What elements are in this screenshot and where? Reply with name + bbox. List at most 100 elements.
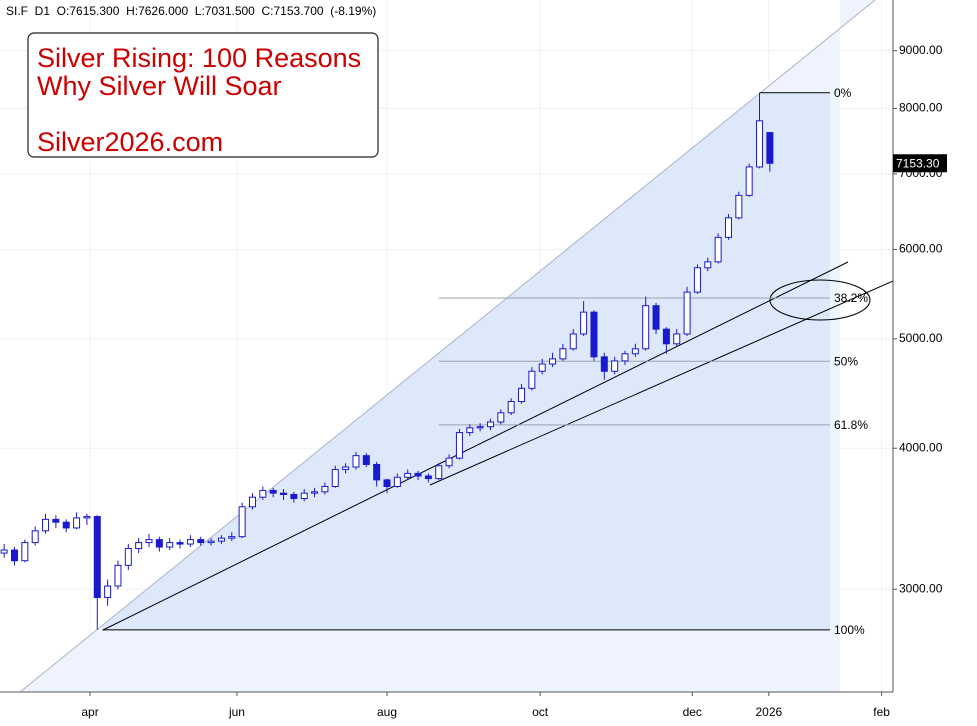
trend-line (102, 261, 849, 631)
candle-body (559, 348, 567, 360)
candle-body (155, 539, 163, 548)
candle-body (724, 217, 732, 238)
candle-body (414, 472, 422, 477)
candle-body (424, 475, 432, 480)
y-tick-label: 3000.00 (899, 581, 943, 595)
y-tick-label: 6000.00 (899, 242, 943, 256)
candle-body (631, 348, 639, 355)
annotation-text: Silver2026.com (37, 127, 223, 157)
candle-body (497, 412, 505, 423)
candle-body (580, 311, 588, 335)
x-tick-label: dec (683, 705, 702, 719)
candle-body (145, 539, 153, 544)
candle-body (0, 549, 8, 554)
candle-body (383, 479, 391, 487)
candle-body (704, 261, 712, 269)
candle-body (662, 328, 670, 345)
annotation-text: Silver Rising: 100 Reasons (37, 43, 361, 73)
fib-label: 50% (834, 354, 858, 368)
candle-body (269, 489, 277, 494)
x-tick-label: jun (228, 705, 245, 719)
x-tick-label: 2026 (755, 705, 782, 719)
candle-body (507, 401, 515, 414)
fib-levels: 0% 38.2% 50% 61.8% 100% (102, 86, 868, 637)
candle-body (166, 542, 174, 548)
candle-body (673, 333, 681, 345)
highlight-ellipse (769, 279, 871, 321)
candle-body (518, 387, 526, 403)
x-tick-label: aug (377, 705, 397, 719)
candle-body (476, 426, 484, 429)
candle-body (93, 516, 101, 599)
fib-label: 0% (834, 86, 852, 100)
candle-body (114, 564, 122, 587)
header: SI.F D1 O:7615.300 H:7626.000 L:7031.500… (6, 4, 376, 18)
candle-body (331, 469, 339, 487)
last-price-label: 7153.30 (896, 156, 940, 170)
candle-body (756, 120, 764, 168)
annotation-text: Why Silver Will Soar (37, 71, 282, 101)
axes: 3000.004000.005000.006000.007000.008000.… (81, 43, 947, 719)
y-tick-label: 9000.00 (899, 43, 943, 57)
candle-body (124, 548, 132, 566)
candle-body (186, 539, 194, 545)
candle-body (10, 549, 18, 562)
fib-label: 61.8% (834, 418, 868, 432)
candle-body (373, 463, 381, 481)
x-tick-label: oct (532, 705, 549, 719)
x-tick-label: apr (81, 705, 98, 719)
candle-body (300, 492, 308, 500)
candle-body (466, 427, 474, 434)
candle-body (404, 472, 412, 478)
fib-label: 100% (834, 623, 865, 637)
last-price-box (893, 154, 947, 173)
candle-body (176, 542, 184, 545)
candle-body (693, 267, 701, 293)
candle-body (621, 353, 629, 362)
trend-line (429, 280, 893, 486)
candle-body (104, 585, 112, 599)
candle-body (321, 485, 329, 493)
fib-label: 38.2% (834, 291, 868, 305)
candle-body (445, 457, 453, 467)
candle-body (683, 291, 691, 335)
candle-body (342, 466, 350, 471)
candle-body (31, 530, 39, 544)
candle-body (714, 236, 722, 263)
candle-body (435, 465, 443, 480)
candle-body (280, 492, 288, 495)
candle-body (538, 363, 546, 372)
annotation-box (27, 32, 379, 158)
candle-body (73, 517, 81, 529)
candle-body (290, 493, 298, 500)
candle-body (135, 542, 143, 550)
candle-body (611, 360, 619, 372)
candle-body (352, 455, 360, 468)
candle-body (21, 542, 29, 562)
candle-body (455, 432, 463, 459)
candle-body (393, 476, 401, 487)
candle-body (528, 370, 536, 389)
candle-body (238, 506, 246, 538)
candle-body (207, 540, 215, 544)
candle-body (83, 516, 91, 519)
candle-body (486, 421, 494, 428)
candle-body (569, 333, 577, 350)
candle-body (62, 521, 70, 529)
candle-body (735, 194, 743, 219)
candle-body (600, 356, 608, 372)
candle-body (549, 358, 557, 365)
candle-body (362, 455, 370, 465)
fib-fill (103, 94, 830, 630)
candle-body (766, 132, 774, 164)
candle-body (590, 311, 598, 358)
candle-body (217, 537, 225, 542)
y-tick-label: 4000.00 (899, 440, 943, 454)
candle-body (311, 491, 319, 494)
candle-body (259, 489, 267, 498)
candle-body (745, 166, 753, 196)
candle-body (197, 539, 205, 544)
y-tick-label: 8000.00 (899, 101, 943, 115)
candles (0, 92, 774, 630)
